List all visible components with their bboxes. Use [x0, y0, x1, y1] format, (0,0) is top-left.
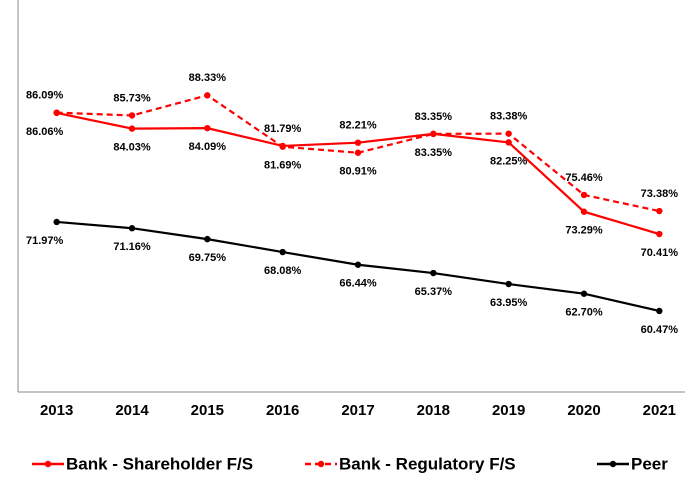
point	[656, 307, 663, 315]
data-label: 71.97%	[26, 235, 64, 247]
point	[53, 109, 60, 116]
point	[354, 139, 362, 146]
x-tick-label: 2014	[115, 402, 149, 419]
x-tick-label: 2020	[567, 402, 600, 419]
data-label: 81.69%	[264, 160, 302, 172]
legend-marker	[44, 460, 52, 468]
point	[204, 235, 211, 243]
legend-label: Bank - Shareholder F/S	[66, 454, 253, 473]
point	[354, 149, 362, 156]
data-label: 81.79%	[264, 123, 302, 135]
legend-marker	[317, 460, 325, 468]
x-tick-label: 2019	[492, 402, 525, 419]
data-label: 62.70%	[565, 307, 603, 319]
point	[580, 208, 588, 215]
legend-label: Peer	[631, 454, 668, 473]
data-label: 82.21%	[339, 120, 377, 132]
data-label: 84.03%	[113, 142, 151, 154]
data-label: 63.95%	[490, 297, 528, 309]
data-label: 80.91%	[339, 166, 377, 178]
legend-label: Bank - Regulatory F/S	[339, 454, 516, 473]
point	[204, 124, 211, 132]
data-label: 83.35%	[415, 147, 453, 159]
data-label: 83.38%	[490, 111, 528, 123]
x-tick-label: 2015	[191, 402, 224, 419]
data-label: 86.09%	[26, 90, 64, 102]
point	[128, 112, 136, 119]
data-label: 68.08%	[264, 265, 302, 277]
data-label: 85.73%	[113, 92, 151, 104]
x-tick-label: 2021	[643, 402, 676, 419]
x-tick-label: 2013	[40, 402, 73, 419]
data-label: 84.09%	[189, 141, 227, 153]
point	[505, 139, 512, 146]
data-label: 70.41%	[641, 247, 679, 259]
data-label: 82.25%	[490, 155, 528, 167]
point	[580, 191, 588, 199]
data-label: 73.29%	[565, 225, 603, 237]
point	[354, 261, 362, 268]
point	[505, 130, 512, 137]
point	[53, 218, 60, 226]
data-label: 65.37%	[415, 286, 453, 298]
point	[656, 207, 663, 215]
data-label: 73.38%	[641, 188, 679, 200]
point	[505, 280, 512, 288]
data-label: 66.44%	[339, 278, 377, 290]
data-label: 71.16%	[113, 241, 151, 253]
point	[204, 92, 211, 99]
point	[128, 125, 136, 132]
point	[430, 130, 437, 138]
legend-marker	[609, 460, 617, 468]
x-tick-label: 2017	[341, 402, 374, 419]
data-label: 60.47%	[641, 324, 679, 336]
data-label: 88.33%	[189, 72, 227, 84]
x-tick-label: 2018	[417, 402, 450, 419]
data-label: 75.46%	[565, 172, 603, 184]
point	[656, 230, 663, 238]
point	[279, 143, 286, 150]
point	[279, 248, 286, 256]
point	[580, 290, 588, 297]
x-tick-label: 2016	[266, 402, 299, 419]
point	[128, 225, 136, 232]
data-label: 86.06%	[26, 126, 64, 138]
point	[430, 269, 437, 277]
data-label: 69.75%	[189, 252, 227, 264]
data-label: 83.35%	[415, 111, 453, 123]
